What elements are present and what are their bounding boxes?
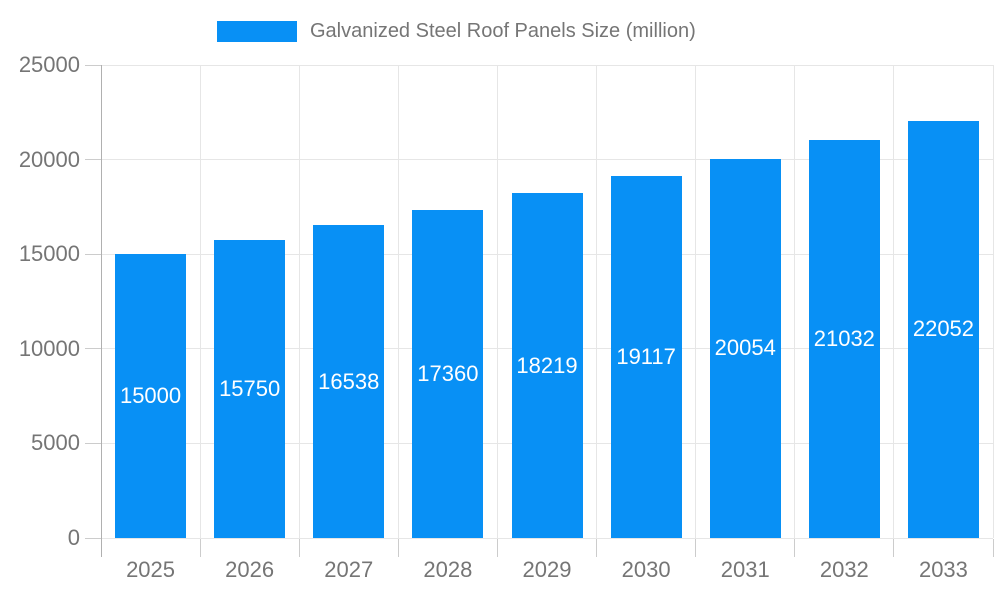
gridline-vertical xyxy=(496,65,498,538)
x-axis-label: 2033 xyxy=(918,557,968,582)
x-axis-tick xyxy=(596,539,598,557)
bar-value-label: 17360 xyxy=(417,360,479,386)
legend-label: Galvanized Steel Roof Panels Size (milli… xyxy=(310,20,696,42)
y-axis-label: 5000 xyxy=(31,430,80,456)
gridline-vertical xyxy=(596,65,598,538)
bar[interactable] xyxy=(511,193,583,538)
x-axis-label: 2028 xyxy=(423,557,473,582)
x-axis-tick xyxy=(695,539,697,557)
gridline-vertical xyxy=(893,65,895,538)
legend-swatch xyxy=(217,21,297,42)
bar[interactable] xyxy=(214,240,286,538)
bar[interactable] xyxy=(709,158,781,538)
x-axis-tick xyxy=(496,539,498,557)
gridline-vertical xyxy=(397,65,399,538)
y-axis-label: 10000 xyxy=(18,335,80,361)
x-axis-tick xyxy=(199,539,201,557)
gridline-horizontal xyxy=(101,159,993,161)
y-axis-label: 25000 xyxy=(18,52,80,77)
bar[interactable] xyxy=(412,209,484,538)
bar[interactable] xyxy=(808,140,880,538)
bar-value-label: 18219 xyxy=(516,352,578,378)
bar[interactable] xyxy=(115,254,187,538)
y-axis-tick xyxy=(85,159,101,161)
x-axis-label: 2030 xyxy=(621,557,671,582)
bar[interactable] xyxy=(907,120,979,538)
x-axis-label: 2031 xyxy=(720,557,770,582)
x-axis-label: 2029 xyxy=(522,557,572,582)
x-axis-label: 2025 xyxy=(126,557,176,582)
legend-item[interactable]: Galvanized Steel Roof Panels Size (milli… xyxy=(217,20,696,43)
x-axis-tick xyxy=(397,539,399,557)
x-axis-label: 2026 xyxy=(225,557,275,582)
bar-value-label: 22052 xyxy=(912,316,975,342)
gridline-vertical xyxy=(992,65,994,538)
bar-value-label: 15000 xyxy=(119,383,182,409)
bar[interactable] xyxy=(313,225,385,538)
y-axis-tick xyxy=(85,64,101,66)
y-axis-tick xyxy=(85,442,101,444)
gridline-vertical xyxy=(298,65,300,538)
bar-value-label: 20054 xyxy=(714,335,776,361)
gridline-vertical xyxy=(794,65,796,538)
bar[interactable] xyxy=(610,176,682,538)
x-axis-tick xyxy=(992,539,994,557)
y-axis-tick xyxy=(85,348,101,350)
x-axis-label: 2027 xyxy=(324,557,374,582)
y-axis-tick xyxy=(85,537,101,539)
gridline-horizontal xyxy=(101,537,993,539)
y-axis-line xyxy=(101,65,102,557)
y-axis-label: 20000 xyxy=(18,146,80,172)
bar-value-label: 21032 xyxy=(813,326,875,352)
y-axis-label: 15000 xyxy=(18,241,80,267)
bar-value-label: 19117 xyxy=(616,344,676,370)
gridline-vertical xyxy=(199,65,201,538)
bar-value-label: 15750 xyxy=(219,376,281,401)
bar-value-label: 16538 xyxy=(318,368,380,394)
x-axis-tick xyxy=(794,539,796,557)
gridline-vertical xyxy=(695,65,697,538)
y-axis-tick xyxy=(85,253,101,255)
plot-area: 15000 15750 16538 17360 18219 19117 20054 21032… xyxy=(101,64,994,539)
x-axis-tick xyxy=(298,539,300,557)
y-axis-label: 0 xyxy=(67,525,80,550)
gridline-horizontal xyxy=(101,64,993,66)
x-axis-label: 2032 xyxy=(819,557,869,582)
x-axis-tick xyxy=(893,539,895,557)
